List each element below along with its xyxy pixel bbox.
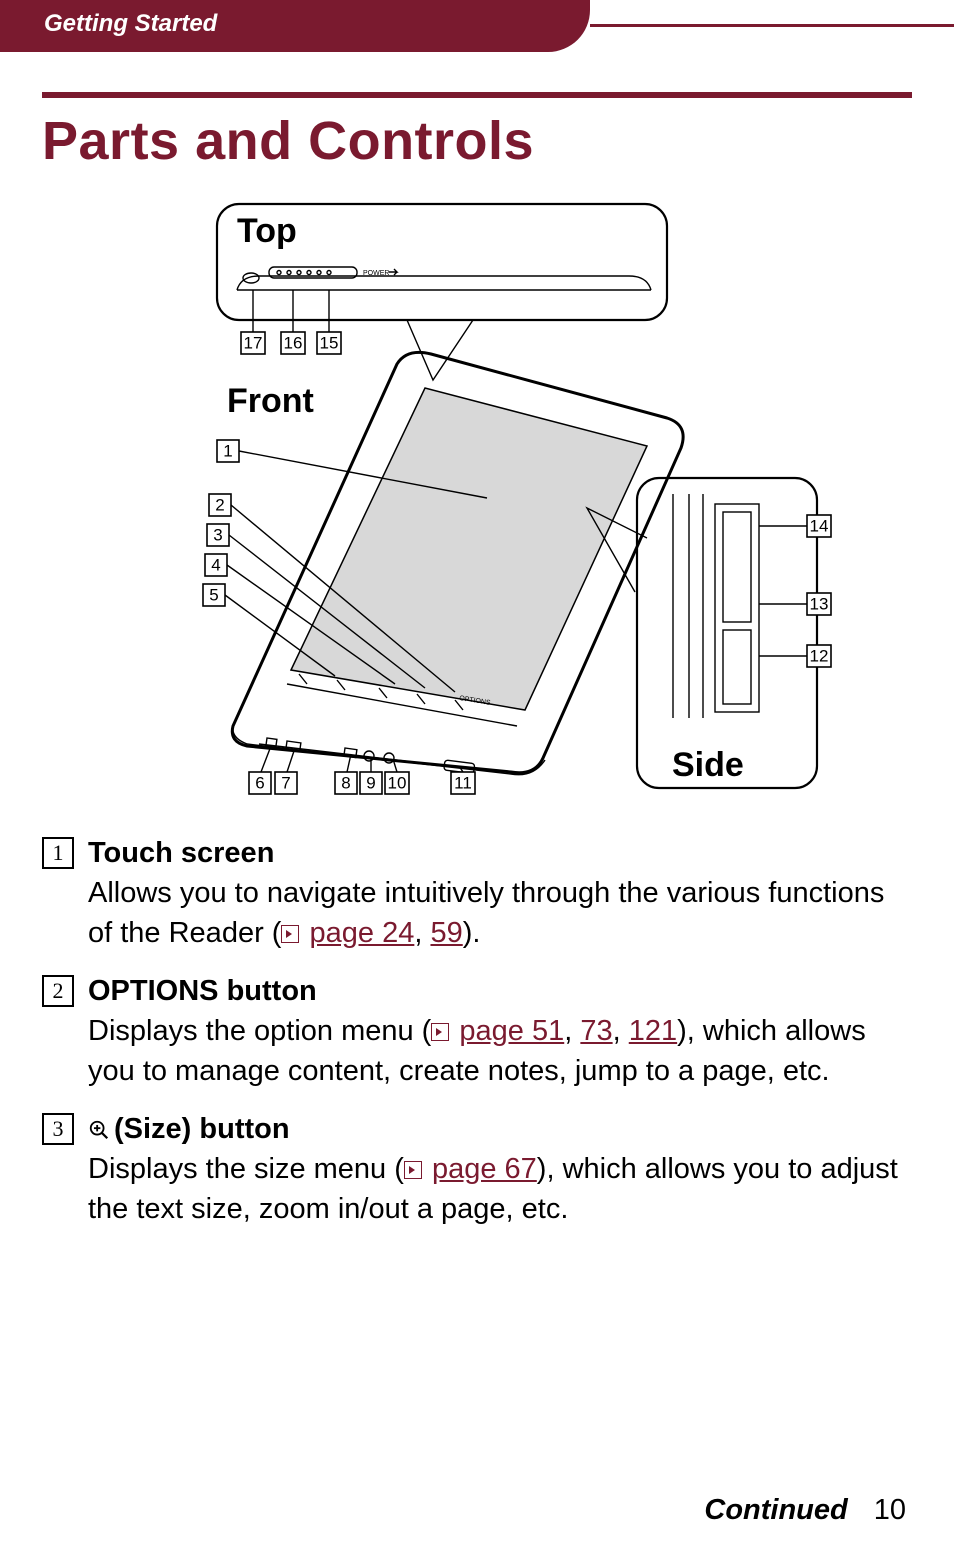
svg-text:3: 3 [213,525,222,544]
item-description: Displays the size menu ( page 67), which… [88,1149,912,1229]
title-rule [42,92,912,98]
item-title: (Size) button [88,1109,912,1149]
page-ref-icon [281,925,299,943]
svg-text:17: 17 [244,333,263,352]
svg-text:5: 5 [209,585,218,604]
svg-text:13: 13 [810,594,829,613]
diagram-label-side: Side [672,746,744,784]
svg-text:14: 14 [810,516,829,535]
svg-text:4: 4 [211,555,220,574]
item-number: 2 [42,975,74,1007]
section-tab: Getting Started [0,0,590,52]
page-title: Parts and Controls [42,110,912,172]
page-link[interactable]: 121 [629,1015,677,1047]
page-link[interactable]: 59 [430,917,462,949]
svg-text:6: 6 [255,773,264,792]
device-diagram: Top POWER 17 16 15 [42,198,912,803]
page-link[interactable]: page 51 [459,1015,564,1047]
page-link[interactable]: 73 [580,1015,612,1047]
list-item: 1 Touch screen Allows you to navigate in… [42,833,912,953]
svg-text:8: 8 [341,773,350,792]
page-link[interactable]: page 24 [310,917,415,949]
diagram-label-front: Front [227,382,314,420]
callout-13: 13 [759,593,831,615]
page-ref-icon [431,1023,449,1041]
list-item: 2 OPTIONS button Displays the option men… [42,971,912,1091]
svg-text:2: 2 [215,495,224,514]
item-description: Displays the option menu ( page 51, 73, … [88,1011,912,1091]
callout-8: 8 [335,754,357,794]
list-item: 3 (Size) button Displays the size menu (… [42,1109,912,1229]
svg-text:15: 15 [320,333,339,352]
item-title: Touch screen [88,833,912,873]
callout-7: 7 [275,748,297,794]
item-description: Allows you to navigate intuitively throu… [88,873,912,953]
callout-9: 9 [360,757,382,794]
svg-text:16: 16 [284,333,303,352]
section-label: Getting Started [44,10,217,37]
callout-10: 10 [385,759,409,794]
continued-label: Continued [704,1494,847,1527]
svg-text:11: 11 [454,773,472,792]
item-title: OPTIONS button [88,971,912,1011]
callout-16: 16 [281,332,305,354]
callout-6: 6 [249,746,271,794]
callout-14: 14 [759,515,831,537]
power-label: POWER [363,270,389,277]
item-number: 3 [42,1113,74,1145]
page-ref-icon [404,1161,422,1179]
svg-text:1: 1 [223,441,232,460]
callout-12: 12 [759,645,831,667]
page-link[interactable]: page 67 [432,1153,537,1185]
svg-text:12: 12 [810,646,829,665]
page-footer: Continued 10 [704,1494,906,1527]
item-number: 1 [42,837,74,869]
parts-list: 1 Touch screen Allows you to navigate in… [42,833,912,1229]
diagram-label-top: Top [237,212,297,250]
callout-15: 15 [317,332,341,354]
callout-17: 17 [241,332,265,354]
page-number: 10 [874,1494,906,1527]
magnify-plus-icon [88,1112,110,1134]
svg-text:7: 7 [281,773,290,792]
svg-text:9: 9 [366,773,375,792]
svg-text:10: 10 [388,773,407,792]
